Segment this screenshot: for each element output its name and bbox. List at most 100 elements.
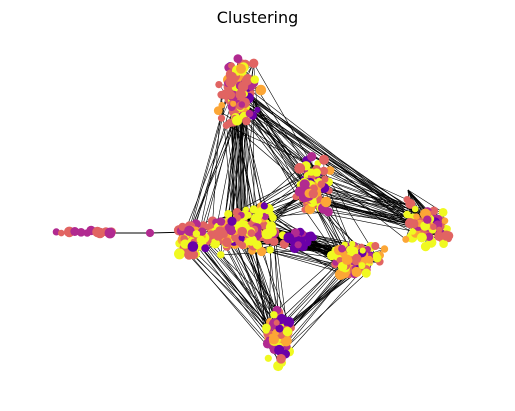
graph-node <box>104 227 116 239</box>
graph-node <box>438 208 448 217</box>
graph-node <box>319 166 329 176</box>
graph-node <box>201 244 210 253</box>
graph-edge <box>200 236 283 328</box>
graph-node <box>226 225 237 236</box>
graph-node <box>266 246 274 254</box>
graph-edge <box>239 86 415 224</box>
graph-node <box>180 239 190 249</box>
graph-node <box>306 231 316 240</box>
graph-node <box>269 213 277 222</box>
graph-node <box>294 241 302 249</box>
graph-node <box>76 228 86 237</box>
graph-node <box>222 121 230 129</box>
graph-node <box>280 335 292 347</box>
graph-node <box>411 205 419 213</box>
figure-title: Clustering <box>216 8 299 27</box>
graph-node <box>402 235 410 243</box>
graph-node <box>237 226 247 237</box>
graph-node <box>312 168 321 177</box>
graph-edge <box>246 120 249 216</box>
graph-node <box>365 255 374 264</box>
graph-edge <box>243 238 271 329</box>
graph-node <box>249 60 256 68</box>
graph-node <box>409 219 419 229</box>
graph-node <box>226 71 237 83</box>
graph-node <box>319 154 329 165</box>
graph-node <box>441 217 449 225</box>
graph-node <box>436 226 443 233</box>
graph-node <box>145 228 155 238</box>
graph-node <box>317 180 326 188</box>
graph-edge <box>242 102 436 223</box>
graph-node <box>250 75 259 84</box>
graph-node <box>215 226 225 236</box>
graph-node <box>361 268 371 278</box>
graph-node <box>273 319 280 326</box>
graph-node <box>254 210 263 220</box>
graph-node <box>196 235 206 245</box>
graph-edge <box>184 246 277 336</box>
graph-node <box>269 236 279 246</box>
graph-node <box>226 90 236 100</box>
graph-node <box>344 256 353 265</box>
graph-node <box>255 84 267 96</box>
graph-node <box>238 101 246 108</box>
graph-node <box>430 223 437 230</box>
graph-node <box>359 247 366 254</box>
graph-edge <box>238 238 278 311</box>
graph-node <box>304 239 312 247</box>
graph-node <box>371 242 380 250</box>
graph-node <box>266 226 277 237</box>
graph-edge <box>253 63 317 173</box>
graph-node <box>222 237 232 248</box>
graph-node <box>441 230 452 241</box>
graph-edge <box>329 170 411 224</box>
graph-node <box>262 323 271 333</box>
graph-edge <box>215 105 241 233</box>
graph-edge <box>185 79 233 247</box>
graph-edge <box>183 248 275 350</box>
graph-node <box>255 218 262 225</box>
graph-node <box>338 244 346 253</box>
graph-node <box>245 109 254 118</box>
graph-node <box>217 114 226 122</box>
graph-node <box>424 232 434 241</box>
graph-node <box>174 248 185 260</box>
graph-node <box>94 227 106 239</box>
graph-node <box>238 234 245 241</box>
graph-node <box>256 246 267 257</box>
graph-node <box>372 251 381 260</box>
graph-node <box>320 196 332 208</box>
graph-node <box>349 240 356 248</box>
graph-node <box>210 238 220 249</box>
graph-node <box>351 266 362 278</box>
graph-node <box>192 230 201 238</box>
graph-edge <box>230 80 431 238</box>
graph-node <box>252 240 262 250</box>
graph-node <box>308 189 318 199</box>
graph-node <box>238 81 249 92</box>
graph-node <box>413 213 420 220</box>
graph-node <box>232 115 243 126</box>
graph-node <box>325 166 335 175</box>
graph-node <box>249 205 258 214</box>
graph-node <box>238 241 247 250</box>
graph-edge <box>304 209 338 257</box>
graph-edge <box>201 236 278 311</box>
graph-node <box>416 232 427 243</box>
graph-node <box>236 63 246 74</box>
graph-node <box>282 326 293 337</box>
graph-node <box>423 215 432 224</box>
graph-node <box>187 241 199 252</box>
graph-node <box>247 84 255 91</box>
graph-node <box>284 233 295 243</box>
graph-node <box>260 202 268 210</box>
graph-node <box>275 324 284 333</box>
graph-node <box>276 354 286 364</box>
graph-edge <box>288 265 367 352</box>
graph-node <box>403 210 411 219</box>
graph-node <box>217 251 225 259</box>
graph-node <box>380 245 389 253</box>
